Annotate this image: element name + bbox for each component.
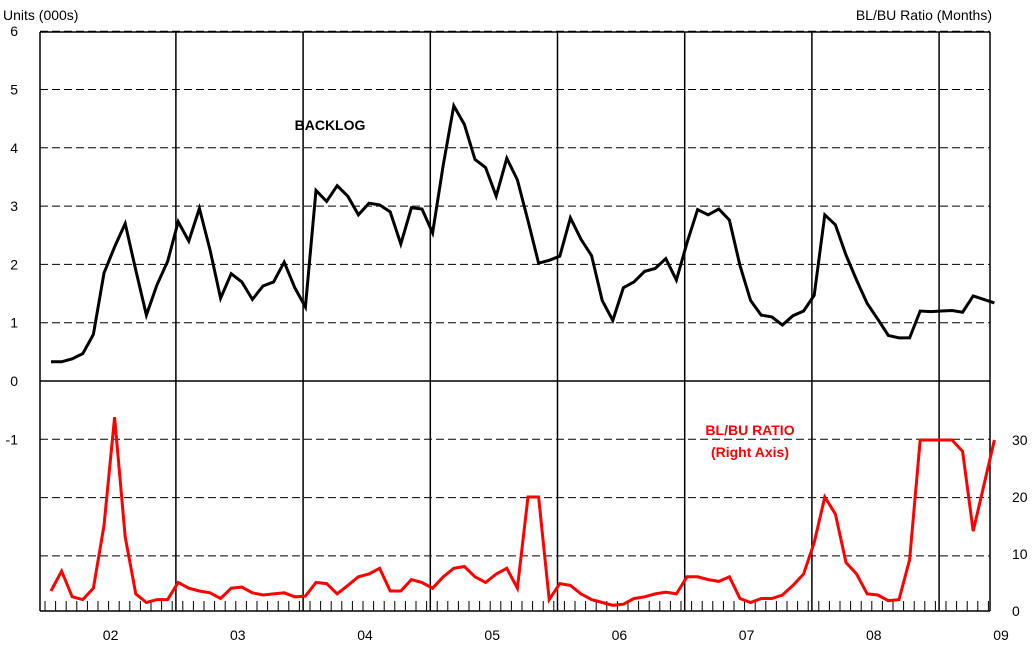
right-tick-label: 20	[1012, 489, 1028, 505]
backlog-line	[51, 101, 995, 364]
x-tick-label: 06	[612, 627, 628, 643]
right-tick-label: 10	[1012, 546, 1028, 562]
x-axis-ticks	[44, 601, 989, 611]
x-tick-label: 05	[484, 627, 500, 643]
left-tick-label: 6	[10, 23, 18, 39]
left-tick-label: 0	[10, 373, 18, 389]
right-tick-label: 30	[1012, 432, 1028, 448]
left-tick-label: -1	[6, 431, 19, 447]
x-tick-label: 04	[357, 627, 373, 643]
ratio-series-label-line2: (Right Axis)	[711, 444, 789, 460]
ratio-series-label-line1: BL/BU RATIO	[705, 422, 794, 438]
x-tick-label: 03	[230, 627, 246, 643]
left-tick-label: 3	[10, 198, 18, 214]
x-tick-label: 09	[993, 627, 1009, 643]
left-tick-label: 4	[10, 140, 18, 156]
left-tick-label: 2	[10, 256, 18, 272]
left-tick-label: 1	[10, 315, 18, 331]
x-tick-label: 02	[103, 627, 119, 643]
left-tick-label: 5	[10, 82, 18, 98]
plot-frame	[39, 31, 991, 612]
x-tick-label: 08	[866, 627, 882, 643]
backlog-series-label: BACKLOG	[295, 117, 366, 133]
x-tick-label: 07	[739, 627, 755, 643]
right-axis-title: BL/BU Ratio (Months)	[856, 7, 992, 23]
ratio-line	[49, 417, 996, 607]
left-axis-title: Units (000s)	[3, 7, 78, 23]
series-lines	[49, 101, 996, 607]
gridlines	[40, 30, 990, 611]
right-tick-label: 0	[1012, 603, 1020, 619]
